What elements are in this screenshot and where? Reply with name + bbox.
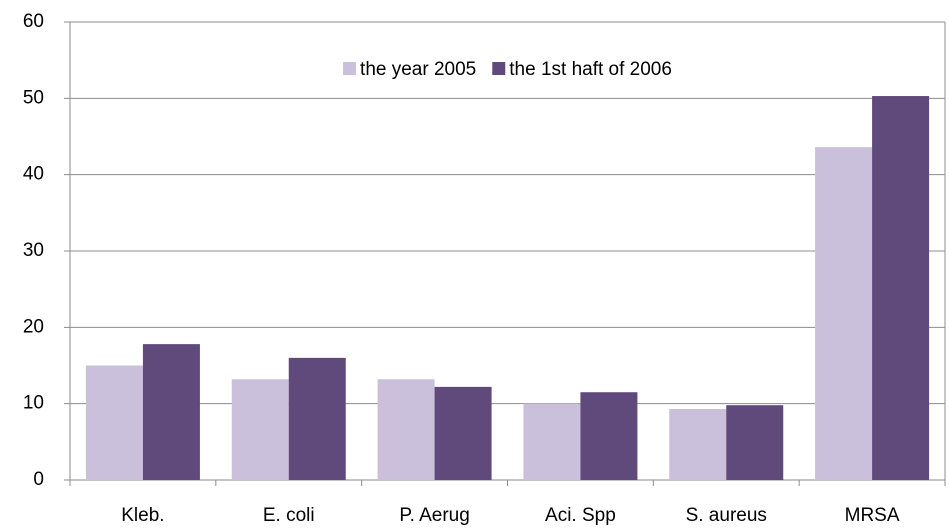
bar: [580, 392, 638, 480]
y-tick-label: 20: [23, 316, 44, 337]
x-tick-label: Kleb.: [121, 505, 164, 526]
legend-swatch: [343, 62, 357, 75]
bar: [142, 344, 200, 480]
x-tick-label: S. aureus: [686, 505, 767, 526]
bar: [288, 357, 346, 480]
legend-swatch: [492, 62, 506, 75]
y-tick-label: 10: [23, 393, 44, 414]
bar: [377, 379, 435, 480]
bar: [872, 96, 930, 480]
bar: [523, 403, 581, 480]
bar: [231, 379, 289, 480]
y-tick-label: 60: [23, 11, 44, 32]
bar: [434, 386, 492, 480]
bar: [85, 365, 143, 480]
legend-label: the 1st haft of 2006: [509, 59, 672, 80]
bar: [726, 405, 784, 480]
y-tick-label: 30: [23, 240, 44, 261]
x-tick-label: E. coli: [263, 505, 315, 526]
y-tick-label: 0: [33, 469, 44, 490]
bar: [669, 409, 727, 480]
bar: [815, 147, 873, 481]
x-tick-label: MRSA: [845, 505, 900, 526]
y-tick-label: 40: [23, 164, 44, 185]
x-tick-label: Aci. Spp: [545, 505, 616, 526]
x-tick-label: P. Aerug: [399, 505, 469, 526]
legend-label: the year 2005: [360, 59, 476, 80]
y-tick-label: 50: [23, 87, 44, 108]
